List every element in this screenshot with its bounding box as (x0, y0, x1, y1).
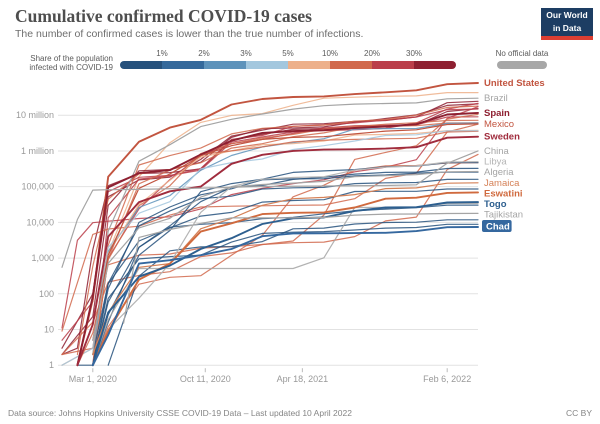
y-tick-label: 100,000 (21, 182, 54, 192)
series-line-togo[interactable] (91, 201, 479, 367)
country-label-china[interactable]: China (484, 146, 510, 157)
series-line-south-korea[interactable] (61, 106, 479, 329)
series-line-senegal[interactable] (92, 188, 479, 366)
legend-label: Share of the population infected with CO… (29, 54, 113, 72)
y-tick-label: 1 (49, 360, 54, 370)
color-legend: Share of the population infected with CO… (0, 46, 600, 74)
series-line-jamaica[interactable] (92, 182, 479, 356)
series-line-ghana[interactable] (92, 178, 479, 356)
series-line-yemen[interactable] (107, 219, 479, 366)
series-line-iran[interactable] (76, 119, 479, 356)
series-line-united-states[interactable] (76, 82, 479, 367)
country-label-highlight-chad[interactable] (482, 220, 512, 233)
y-tick-label: 100 (39, 289, 54, 299)
country-label-libya[interactable]: Libya (484, 157, 507, 168)
series-line-algeria[interactable] (92, 170, 479, 341)
x-tick-label: Apr 18, 2021 (277, 374, 329, 384)
series-line-peru[interactable] (92, 130, 479, 366)
legend-tick-label: 1% (156, 49, 168, 58)
legend-bin-4[interactable] (288, 61, 330, 69)
legend-bin-1[interactable] (162, 61, 204, 69)
country-label-spain[interactable]: Spain (484, 108, 510, 119)
series-line-tajikistan[interactable] (123, 212, 479, 324)
series-line-niger[interactable] (92, 223, 479, 366)
legend-bin-7[interactable] (414, 61, 456, 69)
country-label-united-states[interactable]: United States (484, 78, 545, 89)
country-label-tajikistan[interactable]: Tajikistan (484, 209, 523, 220)
series-line-ethiopia[interactable] (92, 162, 479, 366)
country-label-chad[interactable]: Chad (486, 222, 510, 233)
legend-tick-label: 10% (321, 49, 339, 58)
y-tick-label: 10,000 (26, 217, 54, 227)
series-line-sweden[interactable] (76, 135, 479, 367)
country-label-mexico[interactable]: Mexico (484, 119, 514, 130)
legend-tick-label: 30% (405, 49, 423, 58)
footer-source-text[interactable]: Data source: Johns Hopkins University CS… (8, 408, 352, 418)
owid-logo-line1: Our World (546, 10, 588, 20)
x-tick-label: Oct 11, 2020 (180, 374, 231, 384)
series-line-mongolia[interactable] (92, 162, 479, 366)
series-line-eswatini[interactable] (91, 191, 479, 367)
owid-logo[interactable]: Our World in Data (541, 8, 593, 40)
y-tick-label: 1 million (21, 146, 54, 156)
country-label-jamaica[interactable]: Jamaica (484, 178, 520, 189)
legend-tick-label: 3% (240, 49, 252, 58)
series-line-brazil[interactable] (92, 97, 479, 356)
legend-tick-label: 5% (282, 49, 294, 58)
chart-subtitle: The number of confirmed cases is lower t… (15, 28, 364, 40)
series-line-new-zealand[interactable] (76, 153, 479, 366)
series-line-philippines[interactable] (61, 130, 479, 366)
series-line-russia[interactable] (61, 105, 479, 356)
owid-logo-line2: in Data (552, 23, 582, 33)
series-line-colombia[interactable] (92, 122, 479, 366)
y-tick-label: 1,000 (31, 253, 54, 263)
legend-bin-5[interactable] (330, 61, 372, 69)
legend-tick-label: 20% (363, 49, 381, 58)
legend-no-data-label: No official data (495, 49, 549, 58)
country-label-sweden[interactable]: Sweden (484, 132, 520, 143)
legend-tick-label: 2% (198, 49, 210, 58)
country-label-togo[interactable]: Togo (484, 199, 507, 210)
y-tick-label: 10 (44, 324, 54, 334)
series-line-china[interactable] (61, 150, 479, 268)
x-tick-label: Mar 1, 2020 (69, 374, 117, 384)
country-label-brazil[interactable]: Brazil (484, 93, 508, 104)
legend-bin-0[interactable] (120, 61, 162, 69)
legend-bin-3[interactable] (246, 61, 288, 69)
legend-color-bar (120, 61, 456, 69)
series-line-chad[interactable] (91, 226, 479, 367)
series-line-turkey[interactable] (92, 108, 479, 366)
y-tick-label: 10 million (16, 110, 54, 120)
legend-bin-6[interactable] (372, 61, 414, 69)
footer-license-link[interactable]: CC BY (566, 408, 592, 418)
legend-bin-2[interactable] (204, 61, 246, 69)
chart-title: Cumulative confirmed COVID-19 cases (15, 6, 312, 26)
series-line-mexico[interactable] (92, 123, 479, 341)
series-line-spain[interactable] (76, 111, 479, 367)
x-tick-label: Feb 6, 2022 (423, 374, 471, 384)
country-label-eswatini[interactable]: Eswatini (484, 188, 523, 199)
country-label-algeria[interactable]: Algeria (484, 167, 514, 178)
legend-no-data-swatch[interactable] (497, 61, 547, 69)
